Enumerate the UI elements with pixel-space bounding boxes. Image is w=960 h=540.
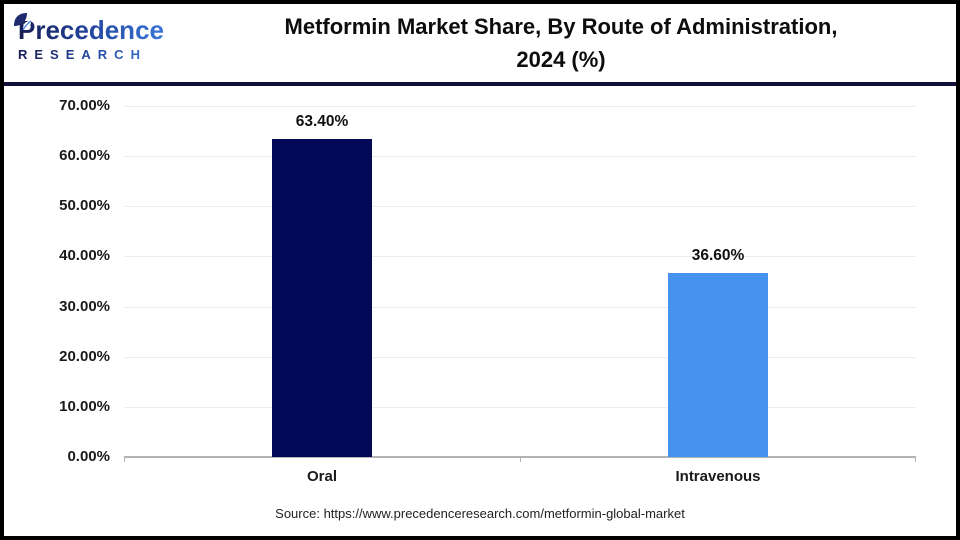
bar-value-label: 36.60%	[691, 247, 745, 265]
y-gridline	[124, 206, 916, 208]
brand-name: Precedence	[18, 16, 176, 44]
y-gridline	[124, 156, 916, 158]
y-gridline	[124, 306, 916, 308]
x-axis-tick	[124, 457, 125, 462]
y-axis-tick-label: 60.00%	[59, 147, 110, 165]
x-axis-category-label: Oral	[306, 468, 337, 485]
y-axis-tick-label: 0.00%	[67, 448, 110, 465]
chart-title-line2: 2024 (%)	[516, 47, 606, 72]
y-gridline	[124, 106, 916, 107]
bar-oral	[272, 139, 372, 457]
chart-title: Metformin Market Share, By Route of Admi…	[176, 4, 956, 76]
x-axis-tick	[520, 457, 521, 462]
brand-logo: Precedence RESEARCH	[4, 4, 176, 62]
y-gridline	[124, 256, 916, 258]
header-divider	[4, 82, 956, 86]
y-axis-tick-label: 30.00%	[59, 297, 110, 315]
bar-intravenous	[668, 273, 768, 457]
y-axis-tick-label: 10.00%	[59, 397, 110, 415]
y-gridline	[124, 406, 916, 408]
x-axis-category-label: Intravenous	[675, 468, 761, 485]
source-citation: Source: https://www.precedenceresearch.c…	[275, 506, 685, 521]
leaf-inner-icon	[22, 20, 32, 31]
header: Precedence RESEARCH Metformin Market Sha…	[4, 4, 956, 82]
y-axis-tick-label: 40.00%	[59, 247, 110, 265]
x-axis-tick	[915, 457, 916, 462]
chart-title-line1: Metformin Market Share, By Route of Admi…	[284, 14, 838, 39]
y-axis-tick-label: 20.00%	[59, 347, 110, 365]
leaf-icon	[14, 13, 27, 26]
y-axis-tick-label: 70.00%	[59, 97, 110, 114]
bar-value-label: 63.40%	[295, 113, 349, 131]
brand-subtitle: RESEARCH	[18, 47, 176, 62]
y-axis-tick-label: 50.00%	[59, 197, 110, 215]
bar-chart-area: Source: https://www.precedenceresearch.c…	[4, 86, 956, 536]
y-gridline	[124, 356, 916, 358]
